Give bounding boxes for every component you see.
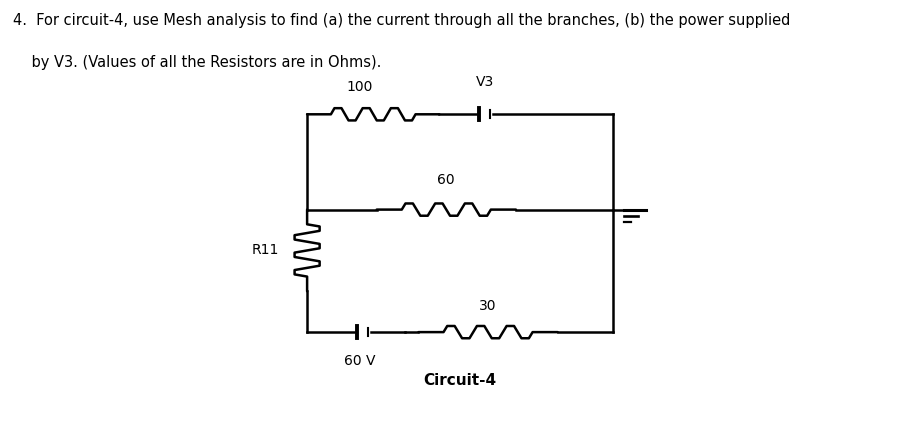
Text: 60 V: 60 V xyxy=(344,354,375,368)
Text: by V3. (Values of all the Resistors are in Ohms).: by V3. (Values of all the Resistors are … xyxy=(13,55,382,70)
Text: 30: 30 xyxy=(480,299,497,313)
Text: 60: 60 xyxy=(437,173,455,187)
Text: R11: R11 xyxy=(251,244,279,257)
Text: V3: V3 xyxy=(475,75,494,89)
Text: 100: 100 xyxy=(346,80,373,94)
Text: 4.  For circuit-4, use Mesh analysis to find (a) the current through all the bra: 4. For circuit-4, use Mesh analysis to f… xyxy=(13,13,791,28)
Text: Circuit-4: Circuit-4 xyxy=(424,373,497,388)
